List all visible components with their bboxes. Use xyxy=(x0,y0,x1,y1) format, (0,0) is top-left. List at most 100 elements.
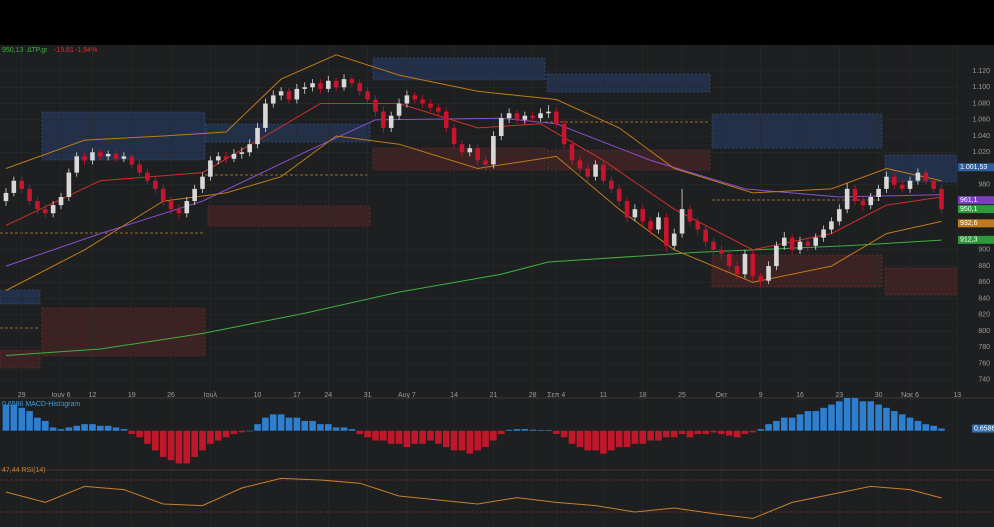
candle-body xyxy=(648,221,653,230)
candle-body xyxy=(577,160,583,169)
macd-last-label: 0,6586 xyxy=(974,425,994,432)
zone xyxy=(884,267,958,296)
macd-bar xyxy=(380,430,387,441)
price-tag xyxy=(958,163,994,172)
macd-bar xyxy=(435,430,442,444)
candle-body xyxy=(270,95,276,104)
macd-bar xyxy=(552,430,560,434)
macd-bar xyxy=(780,417,788,431)
candle-body xyxy=(200,176,205,189)
candle-body xyxy=(821,229,826,238)
candle-body xyxy=(522,115,528,120)
macd-bar xyxy=(608,430,615,451)
x-tick-label: 10 xyxy=(254,392,262,399)
macd-bar xyxy=(65,427,73,431)
candle-body xyxy=(396,103,402,116)
candle-body xyxy=(145,172,150,181)
candle-body xyxy=(50,205,56,214)
macd-bar xyxy=(725,430,733,436)
macd-bar xyxy=(104,425,112,431)
x-tick-label: 26 xyxy=(167,392,175,399)
macd-bar xyxy=(144,430,151,444)
macd-bar xyxy=(207,430,214,444)
price-tag xyxy=(958,196,994,205)
macd-bar xyxy=(812,411,820,431)
candle-body xyxy=(231,153,237,159)
macd-bar xyxy=(73,425,81,431)
macd-bar xyxy=(10,404,18,431)
candle-body xyxy=(546,111,551,114)
candle-body xyxy=(884,176,889,189)
candle-body xyxy=(333,80,339,88)
macd-bar xyxy=(324,424,332,431)
candle-body xyxy=(66,172,72,197)
macd-last-tag xyxy=(972,424,994,433)
x-tick-label: 17 xyxy=(293,392,301,399)
macd-bar xyxy=(584,430,592,451)
x-tick-label: Σεπ 4 xyxy=(547,392,565,399)
y-tick-label: 1.020 xyxy=(972,149,990,156)
candle-body xyxy=(325,80,331,89)
candle-body xyxy=(695,221,701,230)
macd-bar xyxy=(513,429,521,431)
candle-body xyxy=(813,237,819,246)
macd-bar xyxy=(89,424,96,431)
change: -18,81 xyxy=(54,47,74,54)
candle-body xyxy=(585,168,591,177)
macd-bar xyxy=(442,430,450,448)
macd-bar xyxy=(395,430,403,444)
macd-bar xyxy=(788,417,796,431)
candle-body xyxy=(121,156,127,159)
y-tick-label: 900 xyxy=(978,247,990,254)
candle-body xyxy=(278,91,284,96)
macd-bar xyxy=(269,414,277,431)
candle-body xyxy=(467,148,473,153)
macd-bar xyxy=(883,407,890,431)
price-tag-label: 912,3 xyxy=(960,237,978,244)
x-tick-label: 28 xyxy=(529,392,537,399)
zone xyxy=(372,147,546,171)
y-tick-label: 740 xyxy=(978,377,990,384)
plot xyxy=(3,54,944,356)
y-tick-label: 980 xyxy=(978,182,990,189)
price-tag-label: 961,1 xyxy=(960,197,978,204)
candle-body xyxy=(318,83,323,89)
candle-body xyxy=(137,164,142,173)
macd-bar xyxy=(120,429,128,431)
candle-body xyxy=(412,95,418,100)
macd-bar xyxy=(364,430,371,438)
x-tick-label: 11 xyxy=(600,392,607,399)
macd-bar xyxy=(796,414,804,431)
candle-body xyxy=(357,83,363,92)
x-tick-label: 29 xyxy=(18,392,26,399)
candle-body xyxy=(569,144,575,161)
macd-bar xyxy=(592,430,599,451)
macd-bar xyxy=(694,430,702,434)
x-tick-label: 18 xyxy=(639,392,647,399)
candle-body xyxy=(844,188,850,210)
macd-bar xyxy=(749,430,757,433)
macd-bar xyxy=(246,430,253,432)
macd-bar xyxy=(332,427,340,431)
candle-body xyxy=(915,172,921,181)
macd-bar xyxy=(136,430,143,438)
macd-bar xyxy=(851,398,859,431)
macd-bar xyxy=(670,430,678,438)
candle-body xyxy=(90,152,95,161)
macd-bar xyxy=(497,430,505,434)
candle-body xyxy=(483,160,488,165)
moving-average-line xyxy=(5,239,942,356)
macd-bar xyxy=(427,430,434,441)
macd-bar xyxy=(867,401,875,431)
macd-bar xyxy=(191,430,198,457)
macd-bar xyxy=(678,430,686,434)
macd-bar xyxy=(529,429,536,431)
candle-body xyxy=(561,123,567,145)
x-tick-label: 30 xyxy=(875,392,883,399)
candle-body xyxy=(805,241,811,246)
macd-bar xyxy=(199,430,206,451)
candle-body xyxy=(852,188,858,202)
price-tag xyxy=(958,235,994,244)
x-tick-label: 9 xyxy=(759,392,763,399)
